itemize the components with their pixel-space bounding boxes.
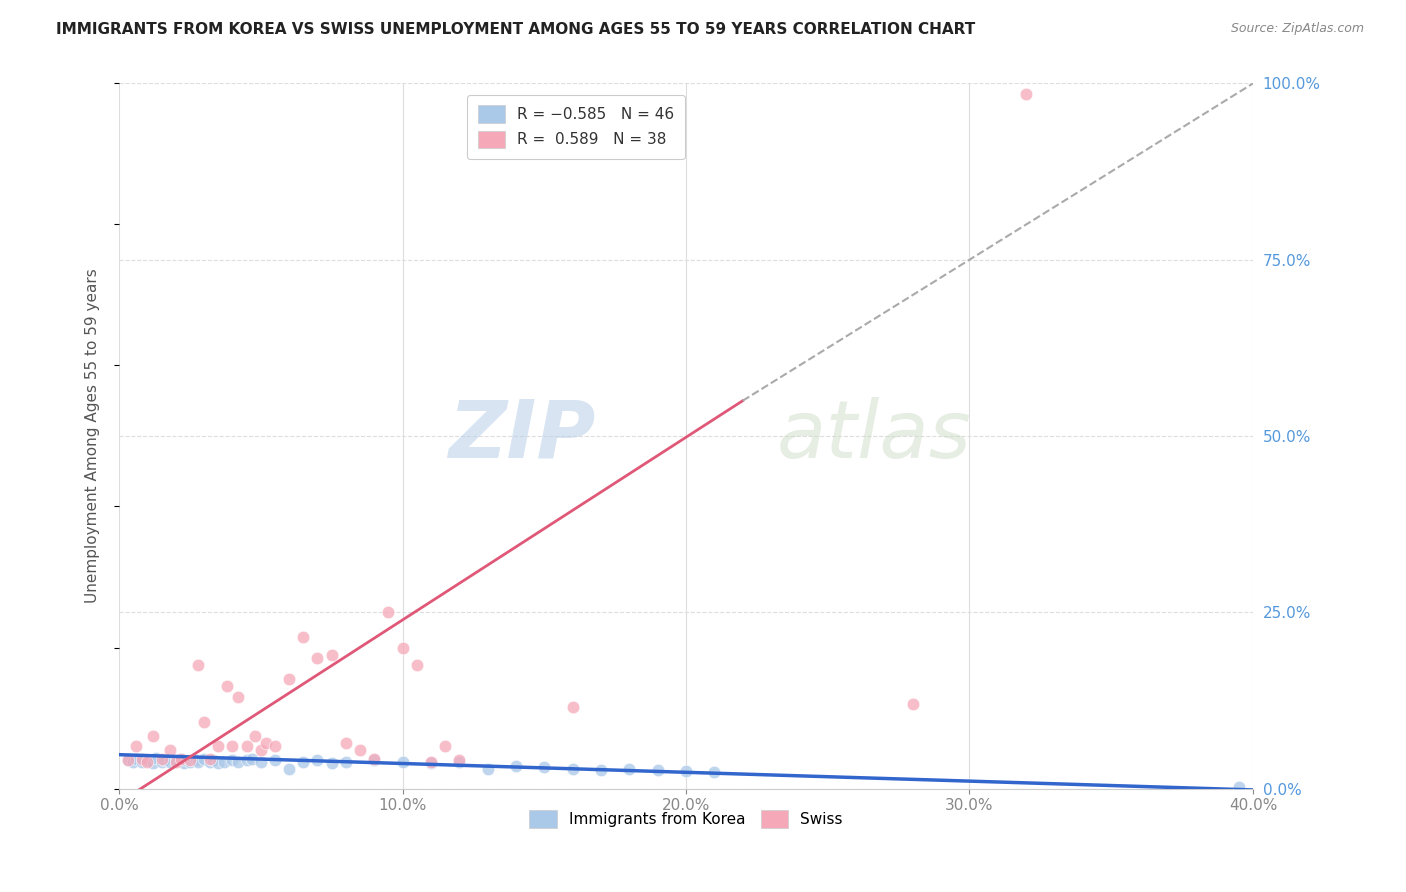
- Text: Source: ZipAtlas.com: Source: ZipAtlas.com: [1230, 22, 1364, 36]
- Legend: Immigrants from Korea, Swiss: Immigrants from Korea, Swiss: [523, 804, 849, 834]
- Text: ZIP: ZIP: [449, 397, 595, 475]
- Text: atlas: atlas: [776, 397, 972, 475]
- Y-axis label: Unemployment Among Ages 55 to 59 years: Unemployment Among Ages 55 to 59 years: [86, 268, 100, 603]
- Text: IMMIGRANTS FROM KOREA VS SWISS UNEMPLOYMENT AMONG AGES 55 TO 59 YEARS CORRELATIO: IMMIGRANTS FROM KOREA VS SWISS UNEMPLOYM…: [56, 22, 976, 37]
